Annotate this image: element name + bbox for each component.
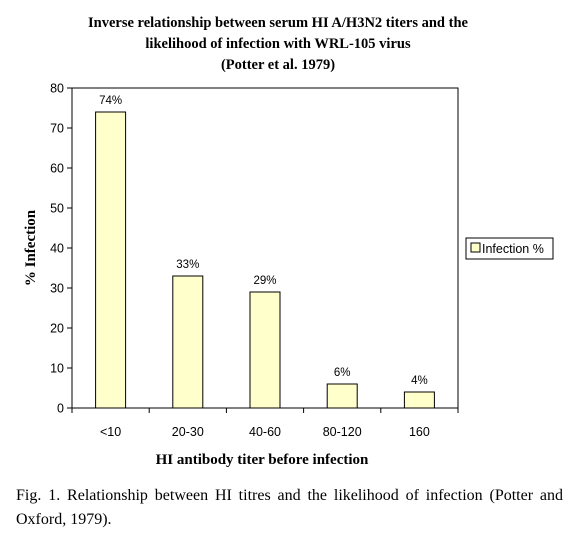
x-tick-label: 160	[409, 425, 430, 439]
chart-title-line-3: (Potter et al. 1979)	[221, 57, 335, 73]
chart-title: Inverse relationship between serum HI A/…	[88, 15, 469, 73]
legend-label: Infection %	[482, 242, 544, 256]
data-label: 29%	[253, 275, 276, 287]
x-tick-label: 40-60	[249, 425, 281, 439]
data-label: 33%	[176, 259, 199, 271]
bar	[326, 383, 358, 409]
legend-swatch	[470, 242, 481, 253]
y-axis: 0 10 20 30 40 50 60 70 80	[50, 82, 72, 416]
legend: Infection %	[465, 237, 554, 260]
y-tick-label: 60	[50, 162, 64, 176]
data-label: 74%	[99, 95, 122, 107]
data-label: 6%	[334, 367, 351, 379]
chart-title-line-2: likelihood of infection with WRL-105 vir…	[145, 36, 411, 52]
bar	[403, 391, 435, 409]
y-tick-label: 50	[50, 202, 64, 216]
legend-box	[465, 237, 554, 260]
x-tick-label: <10	[100, 425, 121, 439]
y-tick-label: 10	[50, 362, 64, 376]
y-tick-label: 0	[57, 402, 64, 416]
bar	[95, 111, 127, 409]
y-axis-title: % Infection	[23, 209, 39, 286]
y-tick-label: 30	[50, 282, 64, 296]
bar	[172, 275, 204, 409]
x-axis: <10 20-30 40-60 80-120 160	[71, 408, 459, 439]
data-labels: 74% 33% 29% 6% 4%	[99, 95, 428, 387]
bars	[95, 111, 435, 409]
x-tick-label: 80-120	[323, 425, 362, 439]
figure-caption: Fig. 1. Relationship between HI titres a…	[16, 487, 563, 528]
y-tick-label: 20	[50, 322, 64, 336]
chart-title-line-1: Inverse relationship between serum HI A/…	[88, 15, 469, 31]
y-tick-label: 70	[50, 122, 64, 136]
bar	[249, 291, 281, 409]
y-tick-label: 40	[50, 242, 64, 256]
y-tick-label: 80	[50, 82, 64, 96]
data-label: 4%	[411, 375, 428, 387]
x-axis-title: HI antibody titer before infection	[156, 452, 369, 468]
x-tick-label: 20-30	[172, 425, 204, 439]
